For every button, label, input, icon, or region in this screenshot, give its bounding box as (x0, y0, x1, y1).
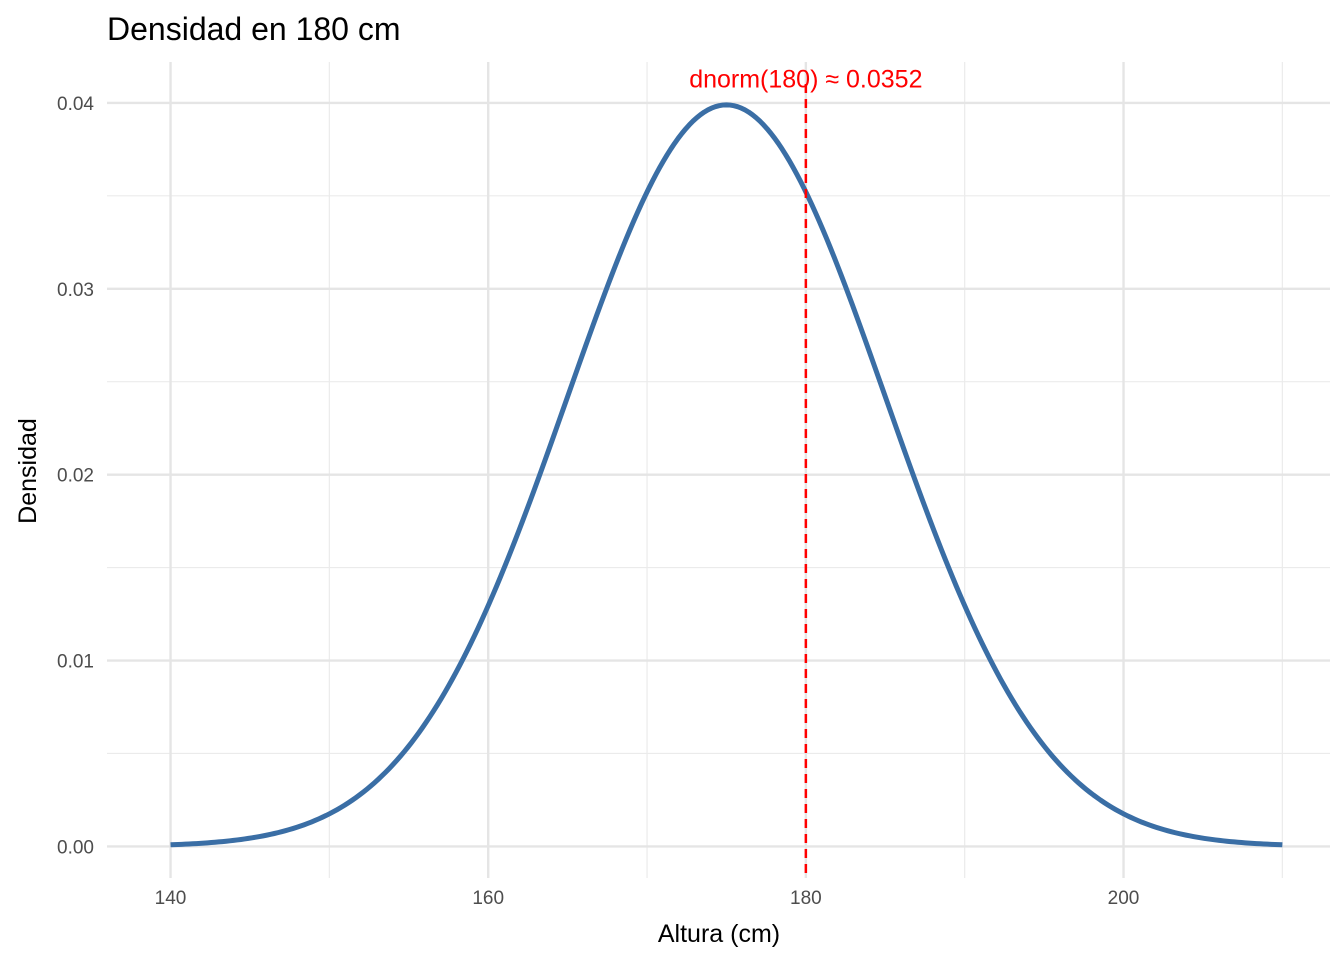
y-axis-ticks: 0.00 0.01 0.02 0.03 0.04 (57, 94, 94, 859)
x-tick-label: 200 (1108, 888, 1140, 909)
y-tick-label: 0.02 (57, 466, 94, 487)
y-tick-label: 0.04 (57, 94, 94, 115)
x-axis-ticks: 140 160 180 200 (155, 888, 1140, 909)
major-grid (107, 62, 1330, 878)
x-tick-label: 160 (472, 888, 504, 909)
x-tick-label: 140 (155, 888, 187, 909)
y-tick-label: 0.03 (57, 280, 94, 301)
chart-title: Densidad en 180 cm (107, 11, 401, 47)
y-tick-label: 0.00 (57, 837, 94, 858)
x-tick-label: 180 (790, 888, 822, 909)
density-curve (170, 102, 1283, 848)
x-axis-title: Altura (cm) (658, 920, 780, 948)
y-axis-title: Densidad (14, 418, 42, 524)
y-tick-label: 0.01 (57, 652, 94, 673)
minor-grid (107, 62, 1330, 878)
annotation-dnorm: dnorm(180) ≈ 0.0352 (689, 66, 922, 94)
